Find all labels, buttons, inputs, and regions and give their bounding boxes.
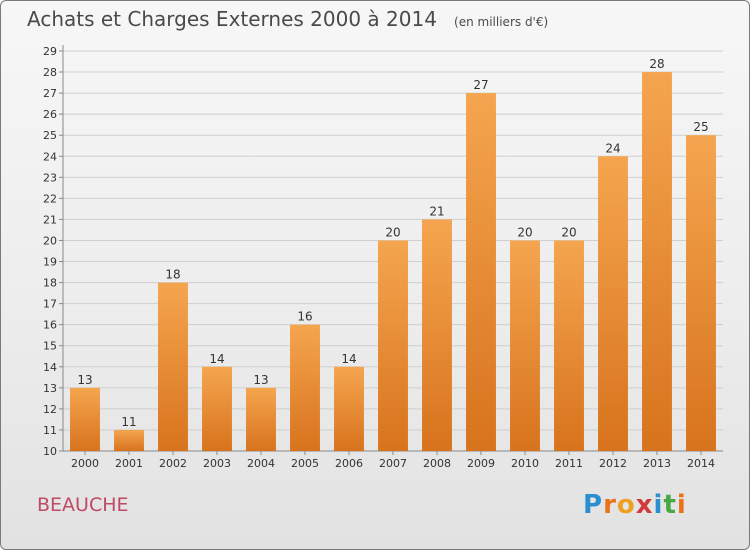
bar-2012 <box>598 156 628 451</box>
bar-2006 <box>334 366 364 451</box>
x-tick-label-2001: 2001 <box>115 457 143 470</box>
y-tick-label: 13 <box>43 382 57 395</box>
y-tick-label: 20 <box>43 234 57 247</box>
data-label-2010: 20 <box>517 225 532 239</box>
y-tick-label: 28 <box>43 66 57 79</box>
bar-2004 <box>246 387 276 451</box>
x-tick-label-2006: 2006 <box>335 457 363 470</box>
y-tick-label: 17 <box>43 298 57 311</box>
y-tick-label: 16 <box>43 319 57 332</box>
y-tick-label: 12 <box>43 403 57 416</box>
y-tick-label: 24 <box>43 150 57 163</box>
y-tick-label: 27 <box>43 87 57 100</box>
logo-letter: x <box>635 490 654 520</box>
bar-layer <box>70 72 716 452</box>
y-tick-label: 19 <box>43 256 57 269</box>
y-tick-label: 14 <box>43 361 57 374</box>
y-tick-label: 23 <box>43 171 57 184</box>
y-tick-label: 10 <box>43 445 57 458</box>
data-label-2005: 16 <box>297 310 312 324</box>
logo-letter: i <box>653 490 664 520</box>
bar-2010 <box>510 240 540 451</box>
data-label-2001: 11 <box>121 415 136 429</box>
data-label-2013: 28 <box>649 57 664 71</box>
proxiti-logo[interactable]: Proxiti <box>583 490 687 520</box>
x-tick-label-2000: 2000 <box>71 457 99 470</box>
data-label-2014: 25 <box>693 120 708 134</box>
y-tick-label: 15 <box>43 340 57 353</box>
data-label-2009: 27 <box>473 78 488 92</box>
logo-letter: o <box>616 490 636 520</box>
x-tick-label-2009: 2009 <box>467 457 495 470</box>
commune-name: BEAUCHE <box>37 494 129 516</box>
bar-2005 <box>290 324 320 451</box>
y-tick-label: 21 <box>43 213 57 226</box>
bar-2009 <box>466 93 496 452</box>
bar-2000 <box>70 387 100 451</box>
x-tick-label-2005: 2005 <box>291 457 319 470</box>
bar-2002 <box>158 282 188 451</box>
x-tick-label-2012: 2012 <box>599 457 627 470</box>
logo-letter: t <box>663 490 677 520</box>
bar-chart: 10 11 12 13 14 15 16 17 18 19 20 21 22 23 24 25 26 27 28 29… <box>43 45 723 470</box>
data-label-2006: 14 <box>341 352 356 366</box>
chart-subtitle: (en milliers d'€) <box>454 15 549 29</box>
y-tick-label: 22 <box>43 192 57 205</box>
y-tick-label: 18 <box>43 277 57 290</box>
x-tick-label-2004: 2004 <box>247 457 275 470</box>
x-tick-label-2010: 2010 <box>511 457 539 470</box>
bar-2008 <box>422 219 452 451</box>
bar-2007 <box>378 240 408 451</box>
y-tick-label: 29 <box>43 45 57 58</box>
x-tick-label-2007: 2007 <box>379 457 407 470</box>
y-tick-label: 11 <box>43 424 57 437</box>
title-row: Achats et Charges Externes 2000 à 2014 (… <box>27 7 548 31</box>
data-label-2008: 21 <box>429 204 444 218</box>
bar-2001 <box>114 429 144 451</box>
data-label-2003: 14 <box>209 352 224 366</box>
x-tick-label-2013: 2013 <box>643 457 671 470</box>
logo-letter: r <box>603 490 617 520</box>
logo-letter: i <box>676 490 687 520</box>
data-label-2000: 13 <box>77 373 92 387</box>
x-tick-label-2014: 2014 <box>687 457 715 470</box>
bar-2011 <box>554 240 584 451</box>
data-label-2007: 20 <box>385 225 400 239</box>
bar-2014 <box>686 135 716 452</box>
x-tick-label-2008: 2008 <box>423 457 451 470</box>
data-label-2012: 24 <box>605 141 620 155</box>
label-layer: 13 11 18 14 13 16 14 20 21 27 20 20 24 28 25 <box>77 57 708 429</box>
x-tick-label-2003: 2003 <box>203 457 231 470</box>
bar-2003 <box>202 366 232 451</box>
y-tick-label: 26 <box>43 108 57 121</box>
y-tick-label: 25 <box>43 129 57 142</box>
data-label-2002: 18 <box>165 268 180 282</box>
chart-title: Achats et Charges Externes 2000 à 2014 <box>27 7 437 31</box>
data-label-2004: 13 <box>253 373 268 387</box>
data-label-2011: 20 <box>561 225 576 239</box>
bar-2013 <box>642 72 672 451</box>
logo-letter: P <box>583 490 604 520</box>
x-tick-label-2011: 2011 <box>555 457 583 470</box>
x-tick-label-2002: 2002 <box>159 457 187 470</box>
